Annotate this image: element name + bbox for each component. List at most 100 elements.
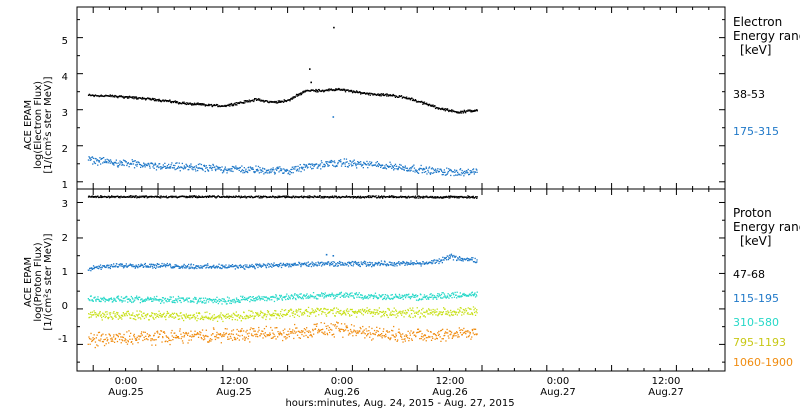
proton-point-1060-1900 bbox=[220, 334, 222, 336]
electron-point-175-315 bbox=[119, 160, 121, 162]
proton-point-47-68 bbox=[341, 195, 344, 198]
proton-point-1060-1900 bbox=[330, 323, 332, 325]
proton-point-1060-1900 bbox=[166, 336, 168, 338]
proton-point-47-68 bbox=[273, 196, 275, 198]
electron-point-38-53 bbox=[470, 111, 472, 113]
proton-point-47-68 bbox=[286, 195, 288, 197]
proton-point-47-68 bbox=[119, 197, 121, 199]
proton-point-47-68 bbox=[89, 196, 91, 198]
electron-point-38-53 bbox=[442, 107, 444, 109]
proton-point-310-580 bbox=[420, 294, 422, 296]
proton-point-795-1193 bbox=[225, 313, 228, 316]
proton-point-115-195 bbox=[164, 264, 166, 266]
proton-point-795-1193 bbox=[201, 316, 204, 318]
proton-point-795-1193 bbox=[334, 315, 336, 317]
proton-point-795-1193 bbox=[184, 316, 186, 318]
proton-point-795-1193 bbox=[320, 308, 322, 310]
proton-point-1060-1900 bbox=[322, 332, 324, 334]
proton-point-115-195 bbox=[429, 261, 432, 264]
proton-point-795-1193 bbox=[401, 311, 403, 313]
electron-point-175-315 bbox=[330, 161, 332, 164]
electron-point-38-53 bbox=[117, 97, 119, 99]
proton-point-310-580 bbox=[362, 298, 364, 300]
electron-point-38-53 bbox=[283, 101, 285, 103]
proton-point-1060-1900 bbox=[334, 325, 336, 327]
electron-point-38-53 bbox=[241, 102, 244, 104]
proton-point-795-1193 bbox=[465, 308, 467, 310]
proton-point-795-1193 bbox=[234, 318, 236, 321]
proton-point-115-195 bbox=[461, 259, 463, 262]
proton-point-47-68 bbox=[439, 197, 441, 199]
proton-point-310-580 bbox=[463, 294, 465, 297]
proton-point-47-68 bbox=[295, 196, 297, 198]
proton-point-795-1193 bbox=[222, 320, 224, 323]
proton-point-795-1193 bbox=[211, 315, 214, 317]
proton-point-310-580 bbox=[198, 301, 200, 303]
proton-point-47-68 bbox=[92, 196, 94, 198]
proton-point-115-195 bbox=[220, 264, 222, 266]
proton-point-795-1193 bbox=[407, 309, 410, 312]
proton-point-310-580 bbox=[294, 293, 296, 295]
electron-point-175-315 bbox=[463, 170, 465, 173]
proton-point-115-195 bbox=[227, 267, 229, 269]
proton-point-795-1193 bbox=[244, 318, 246, 320]
electron-point-175-315 bbox=[378, 162, 380, 165]
proton-point-47-68 bbox=[368, 195, 370, 197]
electron-point-38-53 bbox=[422, 101, 424, 104]
electron-point-175-315 bbox=[335, 164, 337, 167]
proton-point-310-580 bbox=[286, 293, 288, 295]
proton-point-1060-1900 bbox=[211, 338, 213, 341]
proton-point-115-195 bbox=[409, 262, 411, 264]
proton-point-115-195 bbox=[402, 262, 404, 264]
proton-point-310-580 bbox=[360, 297, 363, 299]
proton-point-310-580 bbox=[412, 294, 414, 296]
proton-point-1060-1900 bbox=[347, 330, 349, 332]
proton-point-47-68 bbox=[87, 196, 90, 198]
electron-point-175-315 bbox=[409, 170, 411, 172]
proton-point-310-580 bbox=[296, 294, 298, 296]
proton-point-795-1193 bbox=[118, 316, 121, 318]
proton-point-115-195 bbox=[191, 266, 193, 268]
proton-point-795-1193 bbox=[367, 312, 369, 314]
proton-point-1060-1900 bbox=[134, 338, 136, 340]
electron-point-38-53 bbox=[475, 109, 477, 111]
electron-point-38-53 bbox=[341, 89, 344, 91]
proton-point-115-195 bbox=[391, 264, 393, 266]
proton-point-1060-1900 bbox=[167, 336, 169, 338]
electron-point-38-53 bbox=[367, 92, 369, 95]
electron-point-175-315 bbox=[100, 163, 102, 165]
proton-point-115-195 bbox=[224, 267, 226, 269]
proton-point-310-580 bbox=[194, 298, 196, 300]
electron-point-175-315 bbox=[209, 167, 212, 169]
electron-point-175-315 bbox=[340, 159, 342, 161]
proton-point-310-580 bbox=[119, 300, 121, 302]
electron-point-175-315 bbox=[125, 161, 127, 163]
electron-point-38-53 bbox=[443, 108, 446, 111]
proton-point-795-1193 bbox=[288, 310, 290, 312]
proton-point-310-580 bbox=[227, 299, 230, 302]
proton-point-115-195 bbox=[123, 265, 125, 267]
proton-point-795-1193 bbox=[459, 309, 461, 311]
proton-point-1060-1900 bbox=[332, 324, 334, 326]
proton-point-47-68 bbox=[243, 196, 245, 198]
electron-point-175-315 bbox=[421, 172, 423, 174]
proton-point-310-580 bbox=[325, 296, 327, 298]
proton-point-310-580 bbox=[210, 299, 212, 301]
electron-point-38-53 bbox=[383, 94, 386, 97]
proton-point-795-1193 bbox=[326, 309, 328, 311]
electron-point-175-315 bbox=[393, 165, 395, 167]
proton-point-310-580 bbox=[134, 299, 136, 301]
electron-point-175-315 bbox=[298, 170, 300, 172]
proton-point-795-1193 bbox=[348, 314, 351, 316]
electron-point-175-315 bbox=[413, 167, 416, 169]
electron-point-175-315 bbox=[106, 160, 108, 163]
electron-point-175-315 bbox=[314, 164, 316, 166]
proton-point-310-580 bbox=[453, 296, 456, 298]
proton-point-115-195 bbox=[276, 265, 279, 267]
electron-point-175-315 bbox=[276, 169, 278, 171]
electron-point-175-315 bbox=[475, 168, 477, 170]
proton-point-115-195 bbox=[433, 260, 435, 262]
electron-point-175-315 bbox=[432, 168, 434, 170]
proton-point-310-580 bbox=[176, 301, 179, 303]
proton-point-47-68 bbox=[430, 196, 432, 198]
